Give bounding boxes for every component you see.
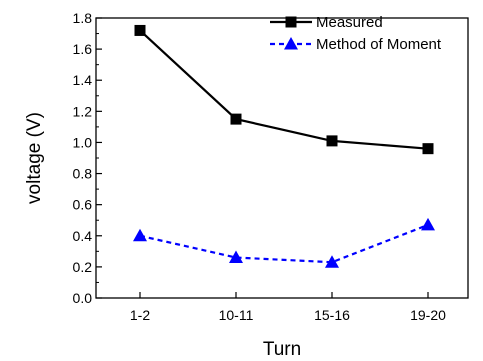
y-tick-label: 1.4 [73, 72, 93, 88]
y-tick-label: 0.2 [73, 259, 93, 275]
series-line [139, 29, 429, 150]
legend-label: Method of Moment [316, 36, 442, 53]
y-tick-label: 0.6 [73, 197, 93, 213]
legend-marker [284, 37, 298, 50]
series-method-of-moment [133, 217, 435, 268]
x-tick-label: 1-2 [130, 307, 150, 323]
y-tick-label: 0.8 [73, 166, 93, 182]
data-point [133, 228, 147, 242]
x-axis-title: Turn [263, 339, 301, 360]
data-point [326, 135, 338, 147]
data-point [134, 24, 146, 36]
data-point [325, 255, 339, 268]
y-tick-label: 0.0 [73, 290, 93, 306]
x-tick-label: 19-20 [410, 307, 446, 323]
legend-label: Measured [316, 14, 383, 31]
y-axis-ticks: 0.0 0.2 0.4 0.6 0.8 1.0 1.2 1.4 1.6 1.8 [73, 10, 102, 306]
y-tick-label: 0.4 [73, 228, 93, 244]
plot-frame [95, 17, 469, 299]
x-tick-label: 10-11 [219, 307, 254, 323]
legend: Measured Method of Moment [270, 14, 442, 53]
data-point [230, 113, 242, 125]
y-tick-label: 1.6 [73, 41, 93, 57]
data-point [422, 143, 434, 155]
legend-marker [285, 16, 297, 28]
y-tick-label: 1.0 [73, 134, 93, 150]
y-tick-label: 1.2 [73, 103, 93, 119]
y-axis-title: voltage (V) [24, 112, 45, 204]
data-point [421, 217, 435, 231]
series-line [139, 223, 429, 264]
data-point [229, 250, 243, 264]
chart-axes [95, 17, 469, 299]
x-axis-ticks: 1-2 10-11 15-16 19-20 [130, 292, 446, 323]
series-layer [133, 24, 435, 268]
y-tick-label: 1.8 [73, 10, 93, 26]
series-measured [134, 24, 434, 155]
x-tick-label: 15-16 [314, 307, 350, 323]
